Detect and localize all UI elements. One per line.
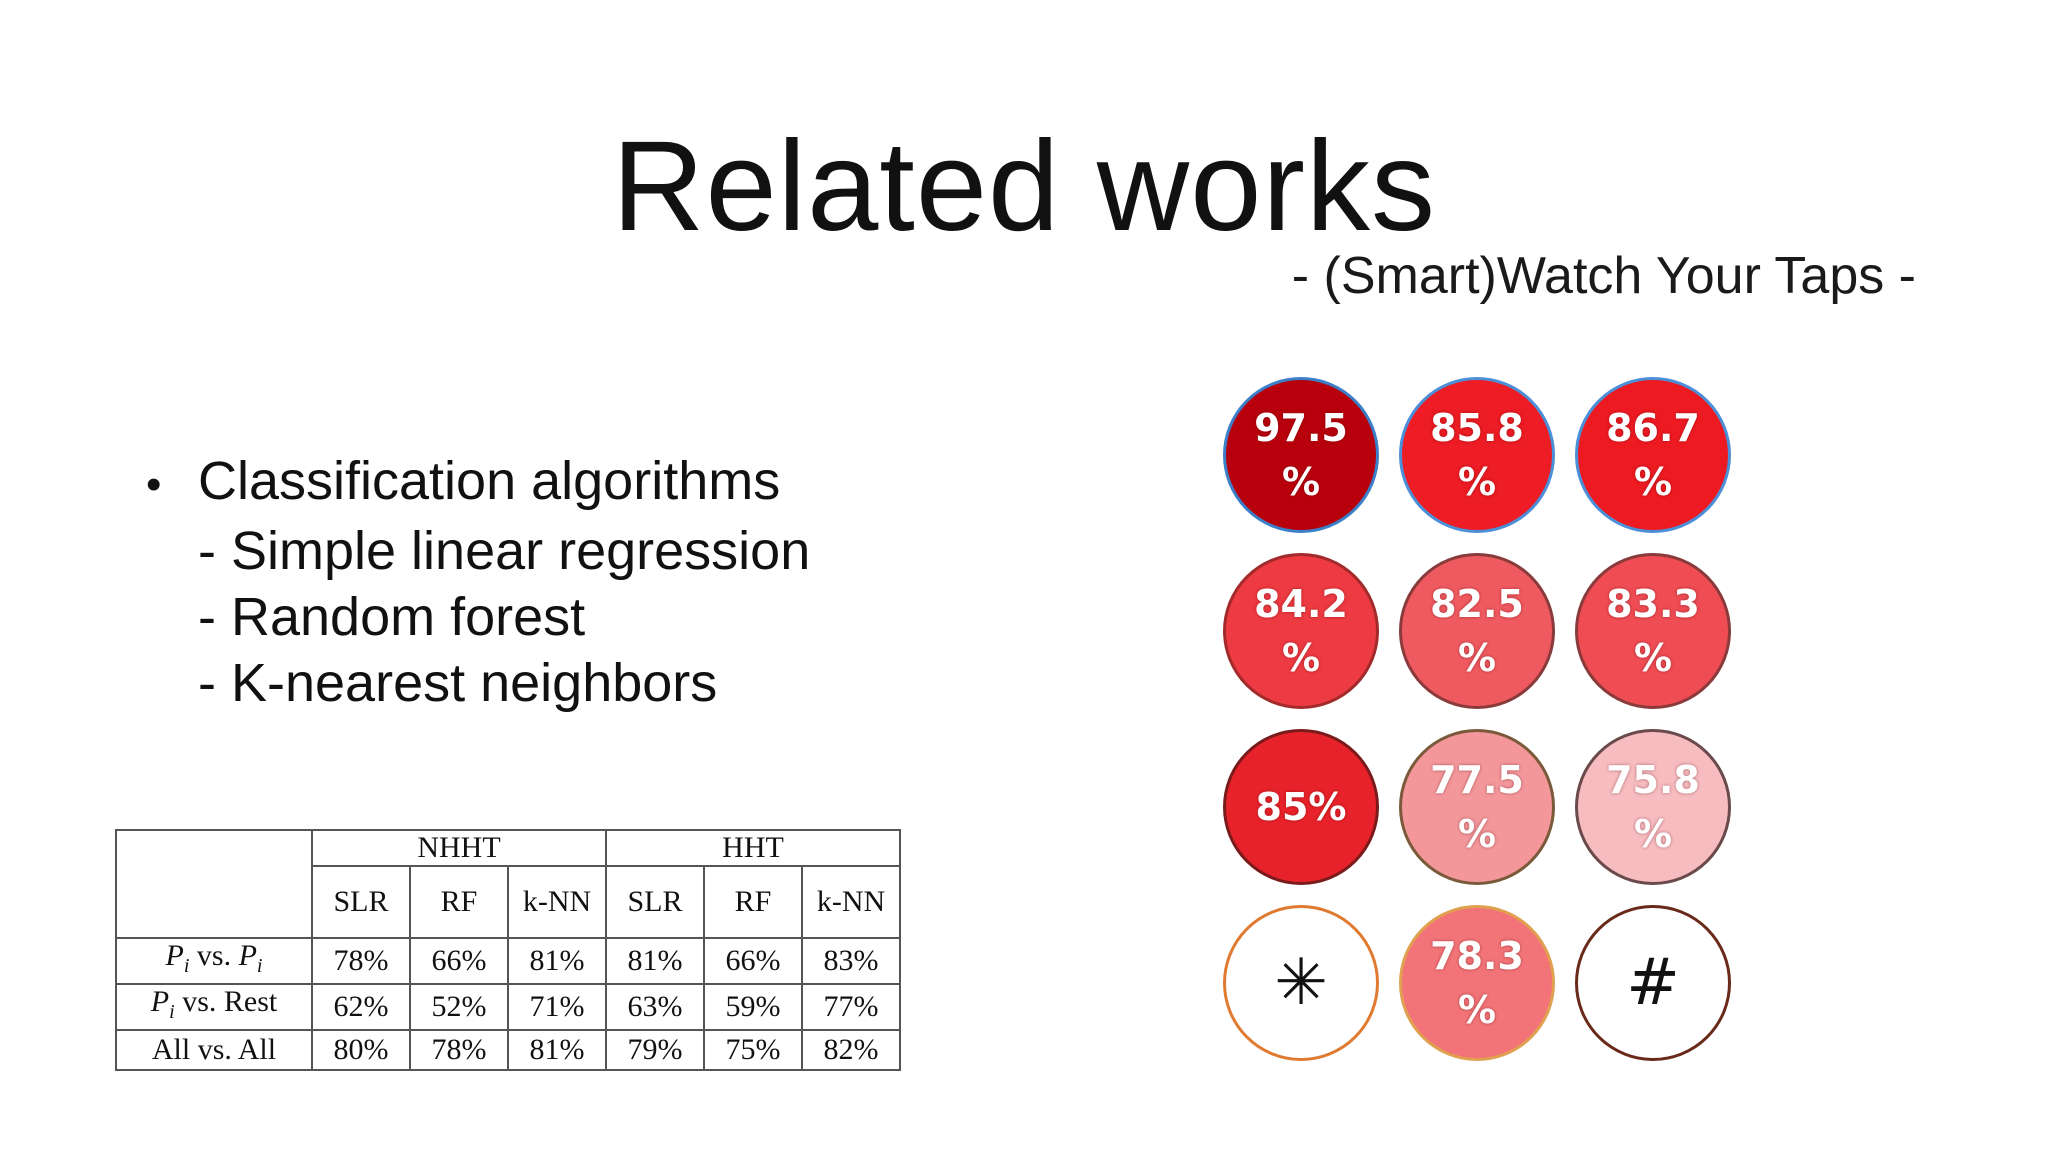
group-header-hht: HHT (605, 829, 901, 867)
keypad-accuracy-grid: 97.5% 85.8% 86.7% 84.2% 82.5% 83.3% 85% 77.5% 75… (1223, 377, 1735, 1065)
results-table: NHHT HHT SLR RF k-NN SLR RF k-NN Pi vs. … (115, 829, 901, 1071)
key-value: ✳ (1274, 946, 1328, 1020)
key-value: 85% (1255, 785, 1347, 829)
table-cell: 62% (311, 983, 411, 1031)
row-label: All vs. All (115, 1029, 313, 1071)
key-value: 75.8 (1606, 758, 1700, 802)
slide-title: Related works (612, 115, 1436, 258)
keypad-accuracy-key: 77.5% (1399, 729, 1555, 885)
subheader-cell: SLR (311, 865, 411, 939)
subheader-cell: RF (703, 865, 803, 939)
keypad-accuracy-key: 84.2% (1223, 553, 1379, 709)
keypad-accuracy-key: 75.8% (1575, 729, 1731, 885)
row-label: Pi vs. Rest (115, 983, 313, 1031)
key-value: 84.2 (1254, 582, 1348, 626)
table-cell: 78% (311, 937, 411, 985)
table-cell: 52% (409, 983, 509, 1031)
sub-item-slr: - Simple linear regression (198, 521, 811, 581)
key-value: 78.3 (1430, 934, 1524, 978)
sub-item-knn: - K-nearest neighbors (198, 653, 718, 713)
bullet-marker: • (146, 460, 162, 509)
key-value: 86.7 (1606, 406, 1700, 450)
key-value: 85.8 (1430, 406, 1524, 450)
table-cell: 82% (801, 1029, 901, 1071)
hash-icon: # (1575, 905, 1731, 1061)
table-cell: 81% (507, 1029, 607, 1071)
table-cell: 80% (311, 1029, 411, 1071)
table-cell: 77% (801, 983, 901, 1031)
key-unit: % (1457, 812, 1497, 856)
keypad-accuracy-key: 86.7% (1575, 377, 1731, 533)
subheader-cell: k-NN (507, 865, 607, 939)
table-cell: 79% (605, 1029, 705, 1071)
table-row: Pi vs. Rest 62% 52% 71% 63% 59% 77% (115, 983, 901, 1031)
key-value: 97.5 (1254, 406, 1348, 450)
key-unit: % (1457, 988, 1497, 1032)
slide-subtitle: - (Smart)Watch Your Taps - (1291, 247, 1916, 305)
keypad-accuracy-key: 85.8% (1399, 377, 1555, 533)
subheader-cell: SLR (605, 865, 705, 939)
table-cell: 75% (703, 1029, 803, 1071)
table-cell: 81% (507, 937, 607, 985)
keypad-accuracy-key: 83.3% (1575, 553, 1731, 709)
table-cell: 78% (409, 1029, 509, 1071)
table-cell: 66% (703, 937, 803, 985)
key-unit: % (1633, 812, 1673, 856)
key-value: 83.3 (1606, 582, 1700, 626)
sub-item-rf: - Random forest (198, 587, 586, 647)
table-row: Pi vs. Pi 78% 66% 81% 81% 66% 83% (115, 937, 901, 985)
key-unit: % (1457, 460, 1497, 504)
table-cell: 81% (605, 937, 705, 985)
keypad-accuracy-key: 97.5% (1223, 377, 1379, 533)
table-cell: 71% (507, 983, 607, 1031)
key-value: 82.5 (1430, 582, 1524, 626)
table-cell: 59% (703, 983, 803, 1031)
bullet-heading: Classification algorithms (198, 451, 781, 511)
key-value: # (1626, 946, 1680, 1020)
asterisk-icon: ✳ (1223, 905, 1379, 1061)
subheader-cell: k-NN (801, 865, 901, 939)
key-unit: % (1633, 460, 1673, 504)
key-unit: % (1633, 636, 1673, 680)
group-header-nhht: NHHT (311, 829, 607, 867)
table-cell: 66% (409, 937, 509, 985)
bullet-item: • Classification algorithms (146, 448, 810, 518)
table-row: All vs. All 80% 78% 81% 79% 75% 82% (115, 1029, 901, 1071)
key-value: 77.5 (1430, 758, 1524, 802)
keypad-accuracy-key: 85% (1223, 729, 1379, 885)
table-cell: 63% (605, 983, 705, 1031)
key-unit: % (1281, 636, 1321, 680)
table-subheader-row: SLR RF k-NN SLR RF k-NN (116, 865, 901, 939)
key-unit: % (1457, 636, 1497, 680)
keypad-accuracy-key: 78.3% (1399, 905, 1555, 1061)
table-group-header-row: NHHT HHT (115, 829, 901, 939)
keypad-accuracy-key: 82.5% (1399, 553, 1555, 709)
subheader-cell: RF (409, 865, 509, 939)
table-cell: 83% (801, 937, 901, 985)
row-label: Pi vs. Pi (115, 937, 313, 985)
key-unit: % (1281, 460, 1321, 504)
table-corner-cell (115, 829, 313, 939)
bullet-list: • Classification algorithms - Simple lin… (146, 448, 810, 716)
